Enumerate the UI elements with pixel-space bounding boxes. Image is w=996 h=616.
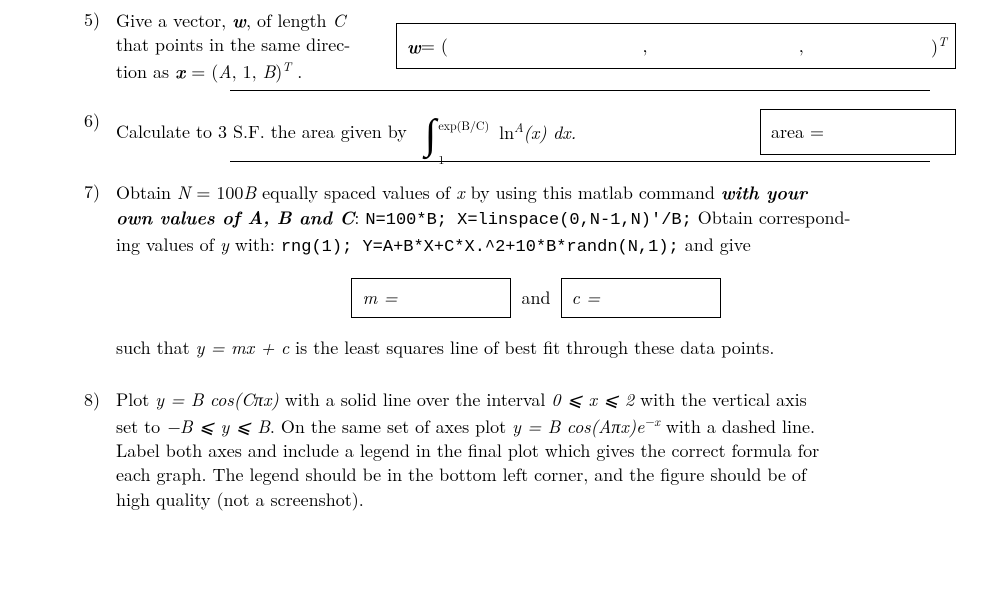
q5-prompt: Give a vector, w, of length C that point… bbox=[116, 8, 376, 84]
q7-m-label: m = bbox=[362, 286, 397, 310]
q7-l4b: is the least squares line of best fit th… bbox=[289, 335, 774, 360]
q6-answer-inner: area = bbox=[761, 110, 955, 154]
q7-l1b: equally spaced values of bbox=[256, 180, 456, 205]
q5-number: 5) bbox=[40, 8, 116, 32]
q8-eq2a: y = B cos(Aπx)e bbox=[512, 414, 644, 439]
q5-x: x bbox=[175, 57, 185, 84]
integral-limits: exp(B/C) 1 bbox=[438, 120, 489, 144]
q7-line2: own values of A, B and C: N=100*B; X=lin… bbox=[116, 205, 956, 233]
q8-l2a: set to bbox=[116, 414, 166, 439]
q7-code2: rng(1); Y=A+B*X+C*X.^2+10*B*randn(N,1); bbox=[281, 238, 679, 257]
q5-t1: Give a vector, bbox=[116, 8, 232, 33]
q7-line3: ing values of y with: rng(1); Y=A+B*X+C*… bbox=[116, 233, 956, 260]
q5-T: T bbox=[282, 57, 291, 75]
page-root: 5) Give a vector, w, of length C that po… bbox=[0, 0, 996, 616]
q5-answer-inner: w = ( bbox=[397, 24, 955, 68]
q6-body: Calculate to 3 S.F. the area given by ∫ … bbox=[116, 109, 956, 155]
q7-c-inner: c = bbox=[562, 279, 720, 317]
q7-line4: such that y = mx + c is the least square… bbox=[116, 336, 956, 360]
q7-eq100B: = 100 bbox=[190, 180, 243, 205]
q6-answer-box[interactable]: area = bbox=[760, 109, 956, 155]
int-lower: 1 bbox=[438, 154, 489, 166]
q5-C: C bbox=[333, 8, 346, 33]
q7-l1a: Obtain bbox=[116, 180, 177, 205]
q5-w: w bbox=[232, 6, 246, 33]
q5-t4: tion as bbox=[116, 59, 175, 84]
q8-l2: set to −B ⩽ y ⩽ B. On the same set of ax… bbox=[116, 413, 956, 439]
q6-integrand: lnA(x) dx. bbox=[499, 119, 576, 145]
q7-and: and bbox=[521, 286, 550, 310]
q6-Aexp: A bbox=[514, 118, 523, 136]
q6-ln: ln bbox=[499, 120, 514, 145]
q7-code1: N=100*B; X=linspace(0,N-1,N)'/B; bbox=[365, 211, 691, 230]
q7-c-label: c = bbox=[572, 286, 601, 310]
q8-interval: 0 ⩽ x ⩽ 2 bbox=[551, 387, 634, 412]
q7-eqn: y = mx + c bbox=[196, 335, 290, 360]
q6-xdx: (x) dx. bbox=[524, 120, 577, 145]
q8-l4: each graph. The legend should be in the … bbox=[116, 463, 956, 487]
q7-N: N bbox=[177, 180, 190, 205]
q8-l1a: Plot bbox=[116, 387, 155, 412]
q6-number: 6) bbox=[40, 109, 116, 133]
q5-comma-1: , bbox=[643, 34, 648, 58]
q7-withyour: with your bbox=[721, 178, 807, 205]
q5-one: , 1, bbox=[232, 59, 263, 84]
q8-number: 8) bbox=[40, 388, 116, 412]
q5-box-w: w bbox=[407, 34, 421, 58]
q6-text: Calculate to 3 S.F. the area given by bbox=[116, 120, 407, 144]
q8-eq1: y = B cos(Cπx) bbox=[155, 387, 278, 412]
q7-body: Obtain N = 100B equally spaced values of… bbox=[116, 180, 956, 360]
q5-t2: , of length bbox=[246, 8, 333, 33]
int-upper: exp(B/C) bbox=[438, 120, 489, 132]
q6-integral: ∫ exp(B/C) 1 lnA(x) dx. bbox=[425, 111, 576, 153]
question-6: 6) Calculate to 3 S.F. the area given by… bbox=[40, 109, 956, 155]
q8-l1: Plot y = B cos(Cπx) with a solid line ov… bbox=[116, 388, 956, 412]
q5-answer-box[interactable]: w = ( , , )T bbox=[396, 23, 956, 69]
q8-body: Plot y = B cos(Cπx) with a solid line ov… bbox=[116, 388, 956, 511]
q7-colon: : bbox=[354, 205, 365, 230]
q7-l1c: by using this matlab command bbox=[465, 180, 721, 205]
q7-l3c: and give bbox=[679, 232, 751, 257]
question-5: 5) Give a vector, w, of length C that po… bbox=[40, 8, 956, 84]
q8-l2b: . On the same set of axes plot bbox=[270, 414, 512, 439]
q8-l2c: with a dashed line. bbox=[660, 414, 815, 439]
q5-rule bbox=[230, 90, 930, 91]
q7-c-box[interactable]: c = bbox=[561, 278, 721, 318]
question-7: 7) Obtain N = 100B equally spaced values… bbox=[40, 180, 956, 360]
q5-box-paren: ) bbox=[931, 34, 938, 59]
q8-l3: Label both axes and include a legend in … bbox=[116, 439, 956, 463]
q7-number: 7) bbox=[40, 180, 116, 204]
q7-B: B bbox=[243, 180, 256, 205]
q8-l5: high quality (not a screenshot). bbox=[116, 488, 956, 512]
q6-rule bbox=[230, 161, 930, 162]
q7-answer-row: m = and c = bbox=[116, 278, 956, 318]
q5-comma-2: , bbox=[799, 34, 804, 58]
q7-l2b: Obtain correspond- bbox=[692, 205, 851, 230]
q8-yrange: −B ⩽ y ⩽ B bbox=[166, 414, 270, 439]
q8-l1c: with the vertical axis bbox=[634, 387, 807, 412]
question-8: 8) Plot y = B cos(Cπx) with a solid line… bbox=[40, 388, 956, 511]
integral-symbol: ∫ bbox=[425, 111, 437, 153]
q7-y: y bbox=[220, 232, 229, 257]
q5-dot: . bbox=[291, 59, 302, 84]
q7-l4a: such that bbox=[116, 335, 196, 360]
q5-eq: = ( bbox=[185, 59, 218, 84]
q7-m-inner: m = bbox=[352, 279, 510, 317]
q5-box-eq: = ( bbox=[421, 34, 448, 58]
q5-box-T: T bbox=[938, 32, 947, 50]
q6-box-label: area = bbox=[771, 120, 824, 144]
q7-l2a: own values of A, B and C bbox=[116, 203, 354, 230]
q5-A: A bbox=[218, 59, 231, 84]
q8-l1b: with a solid line over the interval bbox=[279, 387, 552, 412]
q7-x: x bbox=[456, 180, 464, 205]
q5-body: Give a vector, w, of length C that point… bbox=[116, 8, 956, 84]
q5-t3: that points in the same direc- bbox=[116, 32, 350, 57]
q7-m-box[interactable]: m = bbox=[351, 278, 511, 318]
q7-l3b: with: bbox=[229, 232, 281, 257]
q8-eq2exp: −x bbox=[644, 412, 660, 430]
q7-l3a: ing values of bbox=[116, 232, 220, 257]
q5-B: B bbox=[263, 59, 276, 84]
q5-box-right: )T bbox=[931, 33, 947, 59]
q7-line1: Obtain N = 100B equally spaced values of… bbox=[116, 180, 956, 205]
